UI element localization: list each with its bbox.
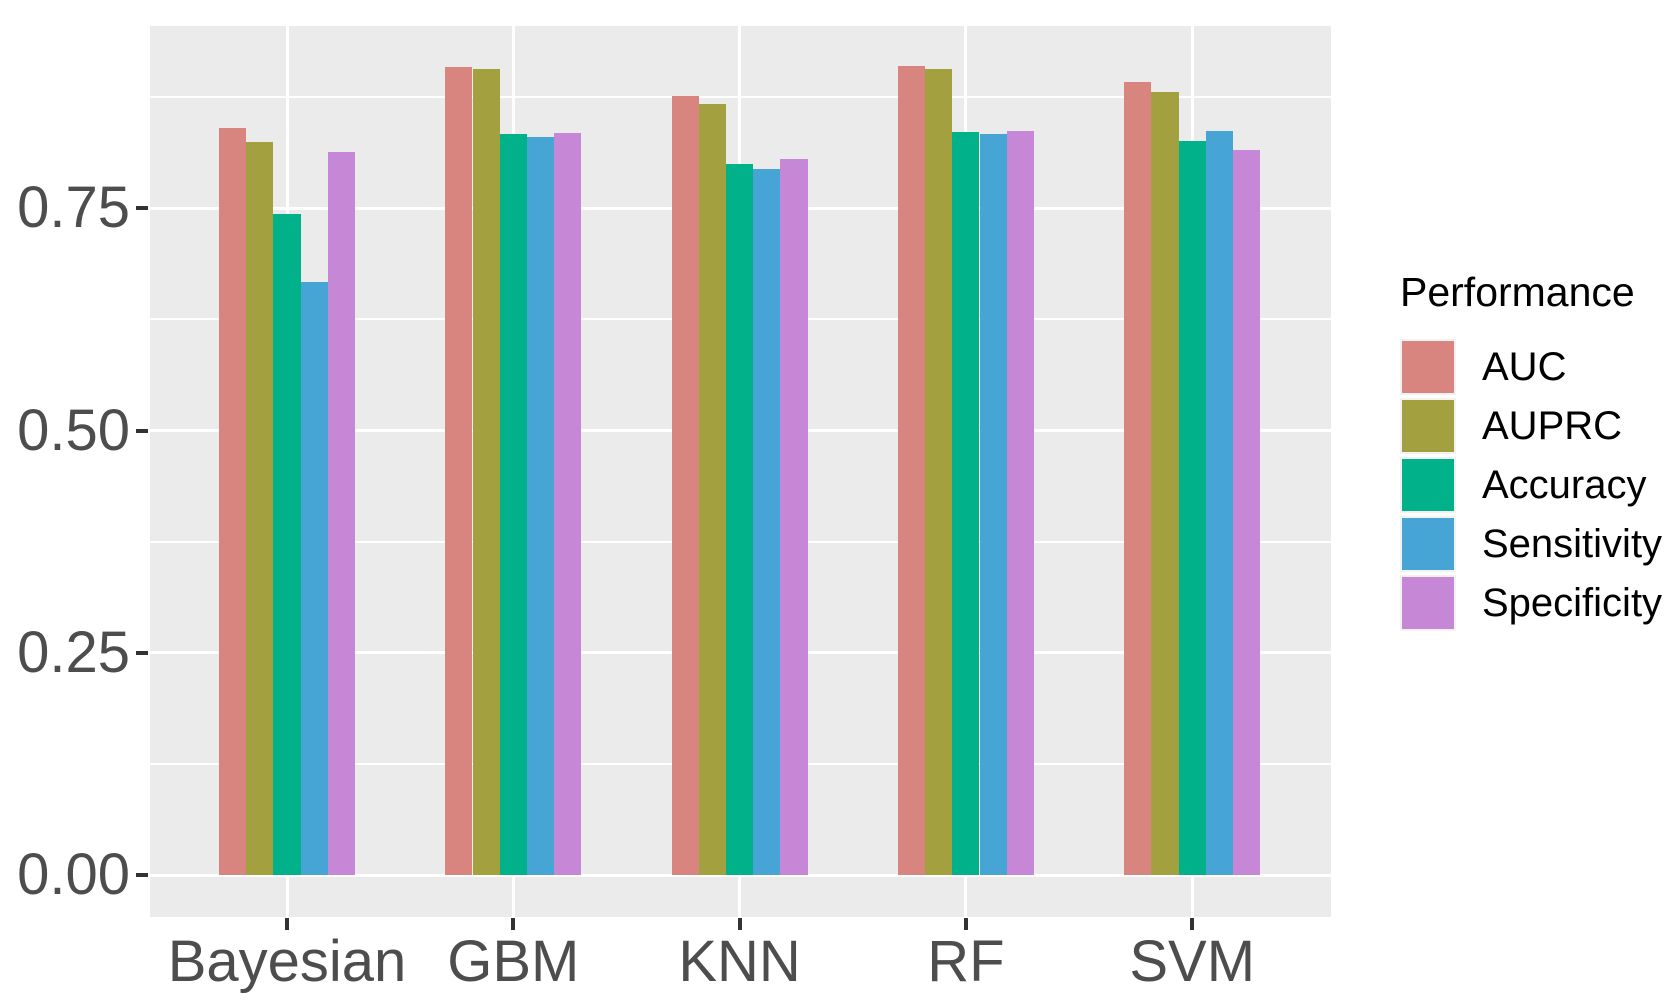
bar-bayesian-accuracy (273, 214, 301, 875)
y-axis-tick-label: 0.00 (17, 842, 130, 907)
y-axis-tick-mark (136, 206, 148, 211)
bar-svm-auc (1124, 82, 1152, 875)
legend-color-swatch (1402, 400, 1454, 453)
bar-rf-accuracy (952, 131, 980, 875)
legend-key (1400, 457, 1456, 514)
y-axis-tick-label: 0.25 (17, 619, 130, 685)
legend-item-sensitivity: Sensitivity (1400, 516, 1663, 573)
x-axis-tick-label: RF (927, 929, 1005, 994)
bar-bayesian-specificity (327, 152, 355, 875)
legend-item-label: Sensitivity (1482, 522, 1663, 567)
legend-color-swatch (1402, 459, 1454, 512)
y-axis-tick-mark (136, 873, 148, 877)
bar-gbm-specificity (554, 132, 582, 875)
y-axis-tick-mark (136, 650, 148, 655)
x-axis-tick-label: GBM (447, 929, 580, 994)
bar-bayesian-sensitivity (300, 282, 328, 875)
legend-key (1400, 339, 1456, 396)
legend-color-swatch (1402, 577, 1454, 630)
bar-knn-sensitivity (753, 169, 781, 875)
bar-gbm-accuracy (499, 133, 527, 875)
bar-knn-auc (671, 96, 699, 875)
y-axis-tick-label: 0.75 (17, 175, 130, 241)
legend-item-accuracy: Accuracy (1400, 457, 1662, 514)
legend-color-swatch (1402, 341, 1454, 394)
legend-item-label: Specificity (1482, 581, 1663, 626)
bar-svm-specificity (1233, 149, 1261, 875)
legend-item-label: AUPRC (1482, 404, 1623, 449)
x-axis-tick-mark (963, 918, 968, 930)
bar-knn-auprc (698, 104, 726, 875)
y-axis-tick-mark (136, 428, 148, 433)
x-axis-tick-mark (1190, 918, 1195, 930)
legend: Performance AUC AUPRC Accuracy Sensitivity S… (1400, 268, 1662, 634)
legend-item-auc: AUC (1400, 339, 1662, 396)
bar-knn-accuracy (726, 163, 754, 875)
legend-item-label: AUC (1482, 345, 1567, 390)
bar-svm-accuracy (1178, 140, 1206, 875)
bar-knn-specificity (780, 159, 808, 875)
bar-bayesian-auc (219, 128, 247, 875)
bar-rf-specificity (1006, 130, 1034, 875)
bar-gbm-auprc (472, 68, 500, 875)
legend-item-auprc: AUPRC (1400, 398, 1662, 455)
x-axis-tick-label: SVM (1129, 929, 1256, 994)
legend-key (1400, 575, 1456, 632)
x-axis-tick-mark (737, 918, 742, 930)
bar-gbm-auc (445, 66, 473, 875)
legend-item-label: Accuracy (1482, 463, 1647, 508)
bar-rf-auc (897, 66, 926, 875)
bar-rf-auprc (925, 68, 953, 875)
x-axis-tick-label: KNN (678, 929, 801, 994)
legend-color-swatch (1402, 518, 1454, 571)
bar-bayesian-auprc (246, 141, 274, 875)
x-axis-tick-mark (511, 918, 516, 930)
bar-svm-auprc (1151, 91, 1179, 875)
bar-gbm-sensitivity (526, 137, 555, 875)
bar-rf-sensitivity (979, 133, 1007, 875)
x-axis-tick-mark (285, 918, 289, 930)
legend-item-specificity: Specificity (1400, 575, 1663, 632)
x-axis-tick-label: Bayesian (167, 929, 407, 994)
y-axis-tick-label: 0.50 (17, 397, 130, 463)
legend-key (1400, 516, 1456, 573)
legend-title: Performance (1400, 269, 1635, 315)
legend-key (1400, 398, 1456, 455)
bar-svm-sensitivity (1205, 130, 1233, 875)
